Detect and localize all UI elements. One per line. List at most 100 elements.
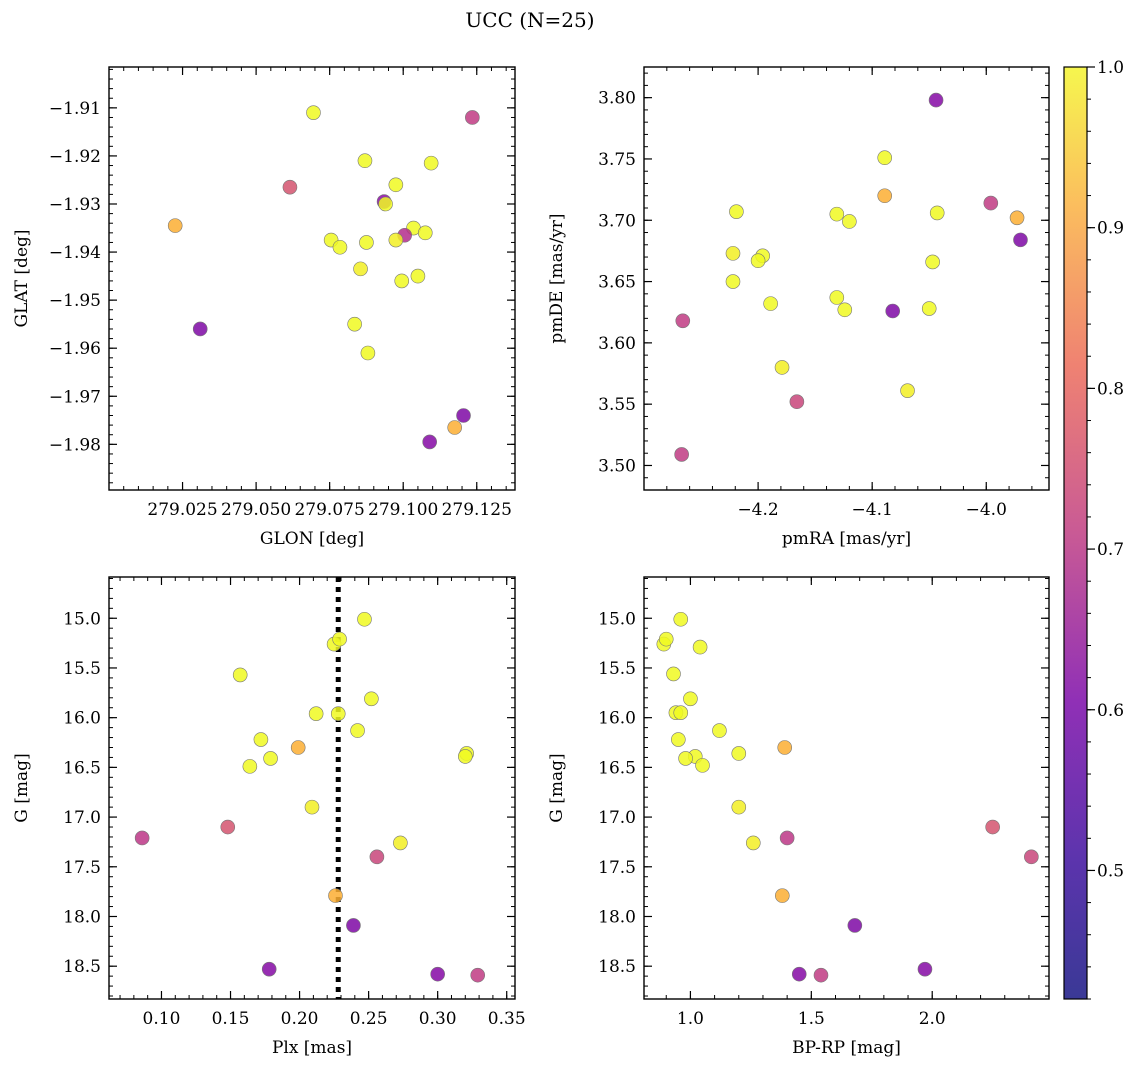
scatter-point	[290, 740, 306, 755]
x-tick-label: −4.1	[852, 500, 893, 520]
scatter-point	[877, 188, 893, 204]
scatter-point	[925, 254, 940, 270]
scatter-point	[1013, 232, 1028, 248]
scatter-point	[470, 967, 486, 983]
colorbar-tick-label: 0.6	[1097, 701, 1124, 721]
y-tick-label: 3.60	[598, 334, 636, 354]
scatter-point	[330, 706, 346, 721]
scatter-point	[928, 92, 944, 108]
y-tick-label: 16.5	[598, 758, 636, 778]
scatter-point	[430, 966, 445, 982]
scatter-point	[364, 691, 379, 707]
scatter-point	[167, 218, 183, 233]
y-tick-label: 3.65	[598, 273, 636, 293]
y-tick-label: −1.93	[49, 195, 101, 215]
x-tick-label: 279.100	[368, 500, 438, 520]
scatter-point	[674, 447, 689, 462]
x-tick-label: −4.2	[737, 500, 778, 520]
x-tick-label: 0.30	[419, 1009, 457, 1029]
scatter-point	[842, 214, 857, 229]
y-tick-label: 18.0	[598, 907, 636, 927]
scatter-point	[308, 706, 324, 721]
scatter-point	[683, 691, 698, 707]
x-tick-label: 0.15	[212, 1009, 250, 1029]
scatter-point	[750, 253, 766, 269]
scatter-point	[900, 383, 915, 398]
scatter-point	[457, 749, 473, 764]
y-tick-label: 16.5	[63, 758, 101, 778]
scatter-point	[346, 918, 361, 933]
scatter-point	[779, 830, 795, 846]
scatter-point	[675, 313, 691, 329]
scatter-point	[774, 360, 790, 375]
scatter-point	[1009, 210, 1025, 226]
scatter-point	[877, 150, 893, 166]
scatter-point	[829, 206, 845, 222]
scatter-point	[829, 290, 845, 305]
scatter-point	[388, 232, 404, 248]
colorbar-ticks: 0.5 0.6 0.7 0.8 0.9 1.0	[1087, 58, 1124, 1000]
y-tick-label: 15.5	[63, 659, 101, 679]
scatter-point	[692, 639, 708, 655]
scatter-point	[447, 420, 462, 435]
scatter-point	[456, 408, 471, 423]
y-tick-label: −1.91	[49, 99, 101, 119]
scatter-point	[695, 758, 710, 773]
scatter-point	[983, 195, 999, 211]
x-tick-label: 279.075	[294, 500, 364, 520]
panel-glon-glat: 279.025 279.050 279.075 279.100 279.125 −1.91…	[12, 66, 516, 549]
scatter-point	[357, 153, 373, 169]
scatter-point	[725, 274, 741, 289]
x-tick-label: 0.25	[350, 1009, 388, 1029]
scatter-point	[777, 740, 793, 755]
colorbar-tick-label: 0.5	[1097, 861, 1124, 881]
y-tick-label: 17.0	[598, 808, 636, 828]
x-tick-label: 0.20	[281, 1009, 319, 1029]
y-axis-label: G [mag]	[547, 753, 567, 822]
scatter-point	[282, 179, 298, 195]
colorbar-tick-label: 1.0	[1097, 58, 1124, 78]
x-axis-label: GLON [deg]	[260, 529, 364, 549]
y-tick-label: −1.94	[49, 243, 101, 263]
scatter-point	[465, 110, 480, 125]
scatter-point	[388, 177, 404, 193]
y-tick-label: −1.92	[49, 147, 101, 167]
scatter-point	[837, 302, 853, 318]
x-axis-label: BP-RP [mag]	[792, 1038, 901, 1058]
scatter-point	[332, 631, 347, 647]
colorbar-tick-label: 0.9	[1097, 219, 1124, 239]
colorbar-gradient	[1063, 66, 1088, 1000]
y-tick-label: 3.70	[598, 211, 636, 231]
y-tick-label: 18.5	[598, 957, 636, 977]
axes-frame	[108, 66, 516, 491]
scatter-point	[306, 105, 321, 120]
x-tick-label: 2.0	[919, 1009, 946, 1029]
scatter-point	[422, 434, 437, 450]
scatter-point	[791, 966, 807, 982]
x-tick-label: 279.050	[221, 500, 291, 520]
scatter-point	[304, 799, 320, 815]
scatter-point	[369, 849, 385, 865]
scatter-point	[353, 261, 368, 277]
scatter-point	[357, 611, 372, 627]
y-tick-label: 16.0	[63, 709, 101, 729]
scatter-point	[393, 835, 408, 851]
y-tick-label: −1.95	[49, 291, 101, 311]
colorbar: 0.5 0.6 0.7 0.8 0.9 1.0	[1063, 58, 1124, 1000]
y-tick-label: 17.5	[63, 858, 101, 878]
scatter-point	[666, 666, 681, 682]
y-axis-label: G [mag]	[12, 753, 32, 822]
scatter-point	[328, 888, 343, 903]
scatter-point	[847, 918, 863, 933]
scatter-point	[232, 667, 248, 683]
axes-frame	[108, 576, 516, 1000]
scatter-point	[985, 819, 1000, 835]
y-tick-label: 18.5	[63, 957, 101, 977]
y-tick-label: −1.98	[49, 435, 101, 455]
y-tick-label: −1.96	[49, 339, 101, 359]
x-tick-label: 279.025	[147, 500, 217, 520]
y-tick-label: 16.0	[598, 709, 636, 729]
scatter-point	[263, 751, 278, 766]
x-tick-label: −4.0	[966, 500, 1007, 520]
scatter-point	[1024, 849, 1039, 865]
